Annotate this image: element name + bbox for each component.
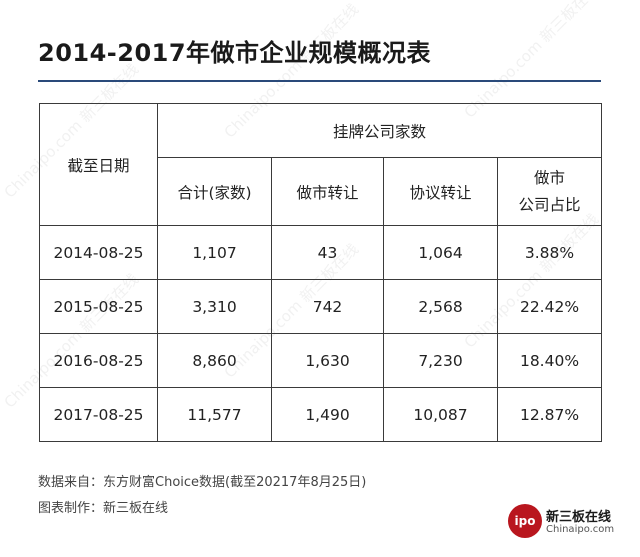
cell-market-making: 742: [271, 279, 384, 334]
cell-ratio: 22.42%: [496, 279, 603, 334]
cell-date: 2016-08-25: [39, 333, 158, 388]
column-header-total: 合计(家数): [157, 157, 272, 226]
cell-date: 2014-08-25: [39, 225, 158, 280]
cell-ratio: 18.40%: [496, 333, 603, 388]
cell-total: 1,107: [157, 225, 272, 280]
column-header-agreement: 协议转让: [383, 157, 498, 226]
cell-agreement: 1,064: [383, 225, 498, 280]
cell-ratio: 12.87%: [496, 387, 603, 442]
group-column-header: 挂牌公司家数: [156, 103, 603, 158]
column-header-ratio: 做市 公司占比: [496, 157, 603, 226]
brand-logo: ipo 新三板在线 Chinaipo.com: [508, 504, 618, 544]
page-title: 2014-2017年做市企业规模概况表: [38, 39, 432, 67]
table-row: 2015-08-25 3,310 742 2,568 22.42%: [39, 279, 603, 334]
cell-total: 3,310: [157, 279, 272, 334]
cell-total: 11,577: [157, 387, 272, 442]
cell-market-making: 1,630: [271, 333, 384, 388]
cell-market-making: 1,490: [271, 387, 384, 442]
cell-total: 8,860: [157, 333, 272, 388]
cell-agreement: 10,087: [383, 387, 498, 442]
cell-date: 2017-08-25: [39, 387, 158, 442]
cell-date: 2015-08-25: [39, 279, 158, 334]
cell-ratio: 3.88%: [496, 225, 603, 280]
source-note: 数据来自：东方财富Choice数据(截至20217年8月25日): [38, 475, 367, 490]
table-row: 2017-08-25 11,577 1,490 10,087 12.87%: [39, 387, 603, 442]
ipo-badge-icon: ipo: [508, 504, 542, 538]
title-divider: [38, 80, 601, 82]
table-row: 2016-08-25 8,860 1,630 7,230 18.40%: [39, 333, 603, 388]
credit-note: 图表制作：新三板在线: [38, 501, 169, 516]
date-column-header: 截至日期: [39, 103, 158, 226]
header-row: 截至日期 挂牌公司家数: [39, 103, 603, 226]
header-row: 合计(家数) 做市转让 协议转让 做市 公司占比: [40, 157, 603, 226]
column-header-market-making: 做市转让: [271, 157, 384, 226]
cell-market-making: 43: [271, 225, 384, 280]
brand-domain: Chinaipo.com: [546, 524, 615, 535]
scale-table: 截至日期 挂牌公司家数 合计(家数) 做市转让 协议转让 做市 公司占比 201…: [39, 103, 603, 442]
brand-name: 新三板在线: [546, 510, 612, 525]
table-row: 2014-08-25 1,107 43 1,064 3.88%: [39, 225, 603, 280]
cell-agreement: 2,568: [383, 279, 498, 334]
cell-agreement: 7,230: [383, 333, 498, 388]
